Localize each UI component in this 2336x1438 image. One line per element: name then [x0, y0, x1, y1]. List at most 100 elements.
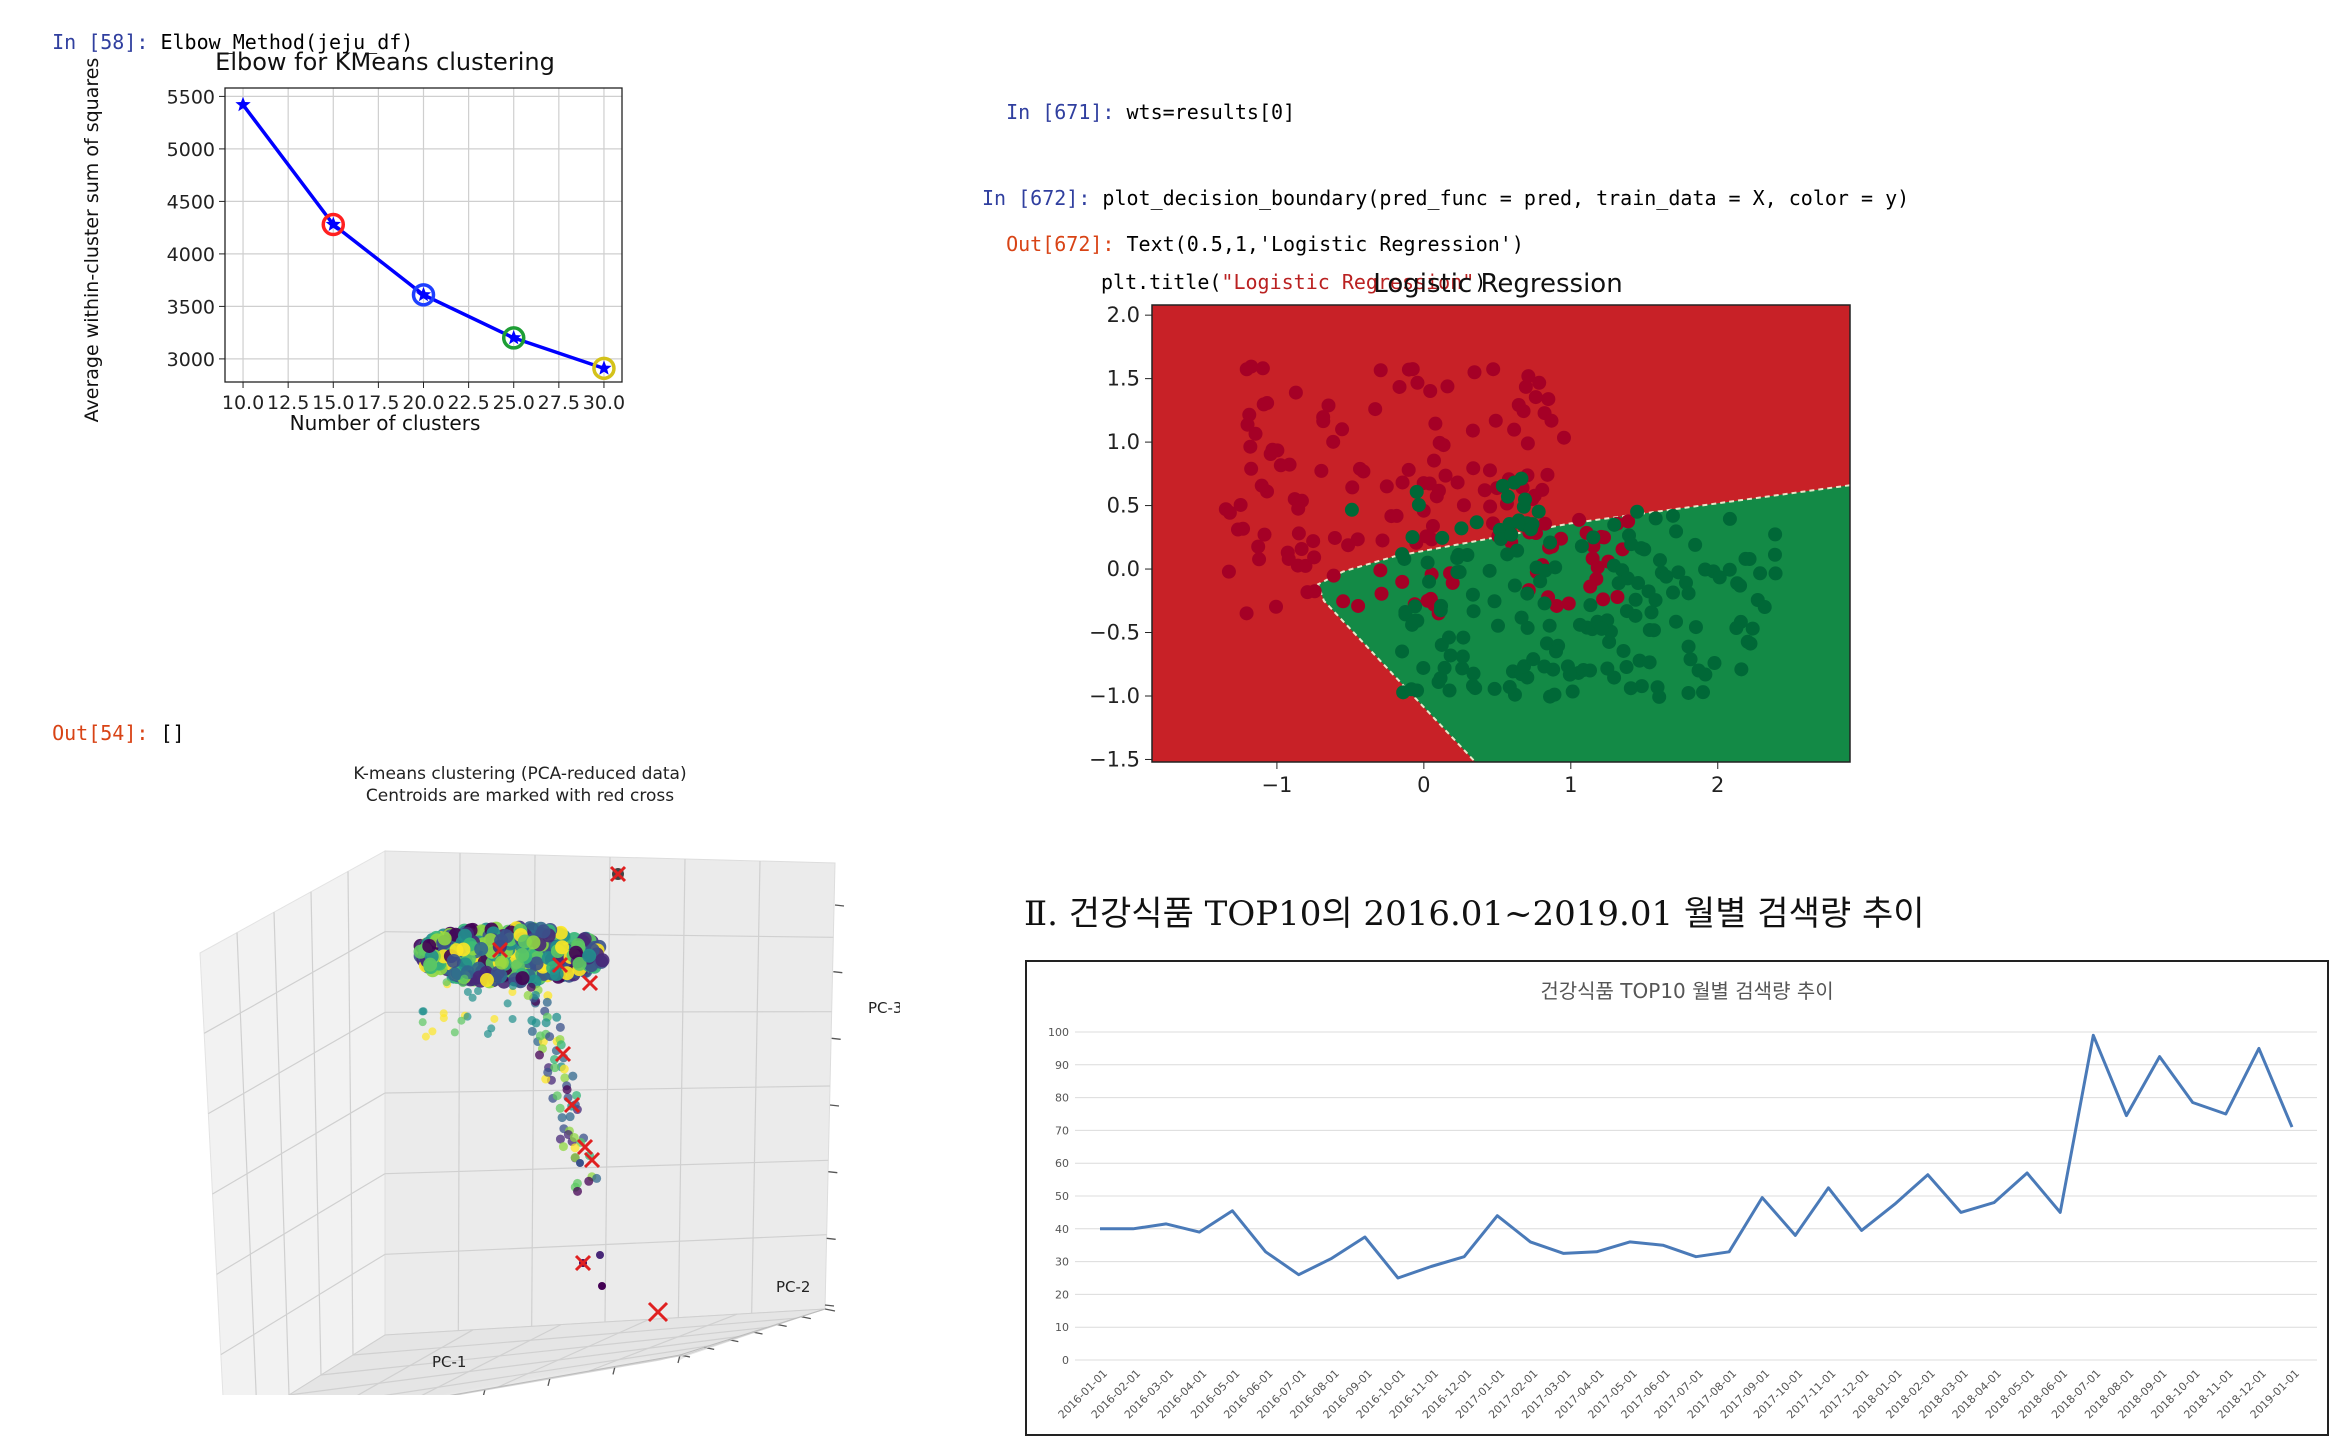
- left-grid-v: [273, 912, 290, 1395]
- class-1-point: [1634, 679, 1649, 694]
- class-1-point: [1420, 555, 1435, 570]
- class-1-point: [1562, 667, 1577, 682]
- class-1-point: [1533, 574, 1548, 589]
- class-1-point: [1495, 478, 1510, 493]
- data-point: [555, 1022, 565, 1032]
- data-point: [550, 1063, 560, 1073]
- class-0-point: [1291, 501, 1306, 516]
- class-1-point: [1520, 620, 1535, 635]
- centroid-cross: [574, 1254, 592, 1272]
- pc2-axis-line: [679, 1308, 826, 1356]
- output-prompt: Out[672]:: [1006, 232, 1115, 256]
- x-tick-label: 1: [1564, 773, 1577, 797]
- input-prompt: In [58]:: [52, 30, 149, 54]
- star-marker: [235, 96, 251, 112]
- plot-frame: [224, 87, 623, 383]
- floor-grid-b: [383, 1345, 710, 1395]
- class-0-point: [1392, 379, 1407, 394]
- data-point: [523, 990, 533, 1000]
- cell-58-input[interactable]: In [58]: Elbow_Method(jeju_df): [28, 6, 413, 54]
- class-1-point: [1628, 608, 1643, 623]
- class-1-point: [1395, 644, 1410, 659]
- class-1-point: [1628, 592, 1643, 607]
- x-tick-label: 25.0: [493, 392, 535, 414]
- y-tick-label: 0.0: [1107, 557, 1140, 581]
- x-tick-label: 27.5: [538, 392, 580, 414]
- data-point: [531, 1018, 541, 1028]
- y-tick-label: 4000: [167, 244, 215, 266]
- y-tick-label: 2.0: [1107, 303, 1140, 327]
- class-1-point: [1442, 683, 1457, 698]
- pc3-tick: [826, 1237, 836, 1240]
- class-0-point: [1425, 519, 1440, 534]
- x-tick-label: 0: [1417, 773, 1430, 797]
- class-0-point: [1298, 558, 1313, 573]
- y-tick-label: 0: [1062, 1354, 1069, 1367]
- class-0-point: [1375, 533, 1390, 548]
- y-tick-label: 5500: [167, 86, 215, 108]
- y-tick-label: 100: [1048, 1026, 1069, 1039]
- class-0-point: [1281, 551, 1296, 566]
- left-grid-v: [236, 932, 257, 1395]
- class-1-point: [1487, 681, 1502, 696]
- data-point: [463, 987, 472, 996]
- class-0-point: [1572, 512, 1587, 527]
- class-1-point: [1543, 535, 1558, 550]
- class-0-point: [1239, 362, 1254, 377]
- code-line-2-string[interactable]: "Logistic Regression": [1221, 270, 1475, 294]
- class-1-point: [1526, 652, 1541, 667]
- cell-672-input[interactable]: In [672]: plot_decision_boundary(pred_fu…: [982, 128, 1909, 324]
- class-1-point: [1623, 681, 1638, 696]
- class-0-point: [1373, 563, 1388, 578]
- class-1-point: [1565, 684, 1580, 699]
- class-0-point: [1395, 574, 1410, 589]
- code-line[interactable]: Elbow_Method(jeju_df): [160, 30, 414, 54]
- data-point: [490, 1014, 499, 1023]
- y-tick-label: −0.5: [1090, 621, 1140, 645]
- centroid-cross: [554, 1045, 572, 1063]
- pc1-tick: [482, 1389, 486, 1395]
- class-0-point: [1233, 497, 1248, 512]
- class-0-point: [1252, 552, 1267, 567]
- back-grid-h: [384, 1085, 831, 1094]
- floor-grid-b: [352, 1317, 797, 1356]
- class-0-point: [1486, 362, 1501, 377]
- y-tick-label: 70: [1055, 1124, 1069, 1137]
- y-tick-label: 10: [1055, 1321, 1069, 1334]
- class-1-point: [1583, 598, 1598, 613]
- centroid-cross: [576, 1138, 594, 1156]
- class-1-point: [1659, 569, 1674, 584]
- class-1-point: [1539, 636, 1554, 651]
- class-1-point: [1722, 562, 1737, 577]
- floor-grid-b: [320, 1326, 768, 1376]
- class-1-point: [1487, 594, 1502, 609]
- data-point: [556, 1040, 566, 1050]
- class-1-point: [1451, 547, 1466, 562]
- class-1-point: [1644, 605, 1659, 620]
- class-1-point: [1681, 639, 1696, 654]
- class-1-point: [1549, 644, 1564, 659]
- y-tick-label: 50: [1055, 1190, 1069, 1203]
- pc3-tick: [829, 1104, 840, 1107]
- code-line-1[interactable]: plot_decision_boundary(pred_func = pred,…: [1102, 186, 1910, 210]
- highlight-circle: [501, 326, 526, 350]
- data-point: [592, 1173, 602, 1183]
- x-tick-label: 12.5: [267, 392, 309, 414]
- search-trend-chart: 건강식품 TOP10 월별 검색량 추이 0 10 20 30 40 50 60 70 80 90…: [1048, 979, 2317, 1421]
- plot-frame: [1151, 304, 1851, 763]
- data-point: [568, 945, 583, 960]
- class-1-point: [1510, 514, 1525, 529]
- data-point: [450, 1028, 459, 1037]
- class-1-point: [1523, 522, 1538, 537]
- data-point: [515, 947, 530, 962]
- centroid-cross: [491, 941, 509, 959]
- data-point: [542, 997, 552, 1007]
- class-1-point: [1548, 560, 1563, 575]
- class-1-point: [1405, 530, 1420, 545]
- code-line-2-close[interactable]: ): [1474, 270, 1487, 294]
- class-1-point: [1465, 587, 1480, 602]
- back-grid-h: [384, 1011, 832, 1013]
- code-line[interactable]: wts=results[0]: [1126, 100, 1296, 124]
- code-line-2-func[interactable]: plt.title(: [1101, 270, 1222, 294]
- cell-671-input[interactable]: In [671]: wts=results[0]: [982, 76, 1295, 124]
